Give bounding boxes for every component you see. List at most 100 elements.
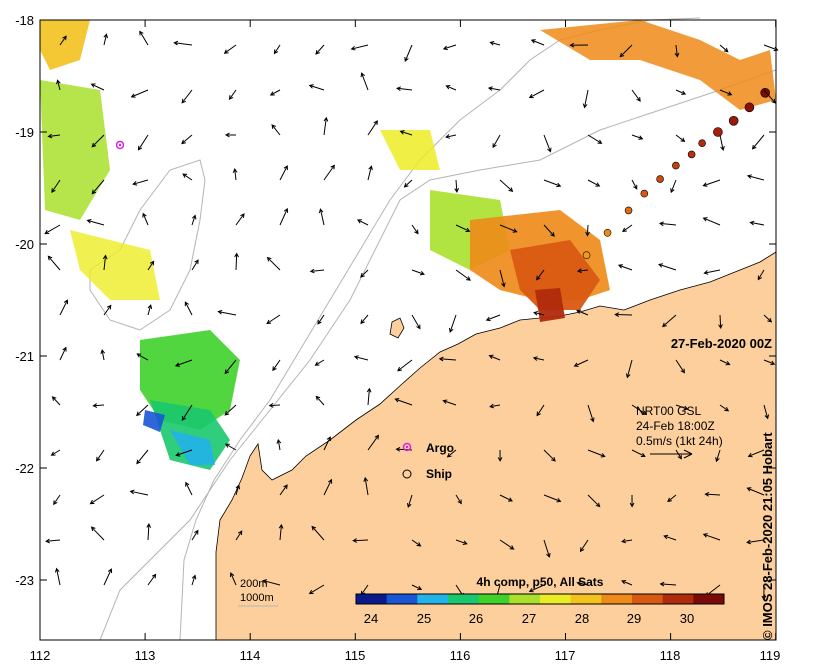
current-vector: [217, 309, 237, 316]
current-vector: [100, 349, 106, 361]
land-island: [389, 317, 405, 339]
current-vector: [448, 314, 457, 333]
current-vector: [173, 40, 193, 46]
current-vector: [47, 133, 61, 139]
ship-track-point: [672, 161, 680, 170]
current-vector: [360, 72, 369, 91]
current-vector: [404, 44, 413, 62]
current-vector: [587, 404, 595, 423]
current-vector: [631, 179, 638, 190]
current-vector: [185, 481, 193, 496]
scale-arrow-head: [683, 449, 693, 459]
y-tick-label: -18: [15, 13, 34, 28]
current-vector: [103, 33, 109, 46]
current-vector: [315, 395, 325, 406]
colorbar-tick: 25: [417, 611, 431, 626]
current-vector: [103, 304, 112, 316]
current-vector: [445, 85, 457, 91]
current-vector: [224, 132, 237, 138]
current-vector: [278, 523, 284, 541]
current-vector: [438, 356, 457, 362]
current-vector: [403, 179, 413, 188]
current-vector: [499, 269, 506, 288]
current-vector: [271, 124, 281, 136]
current-vector: [367, 120, 378, 136]
colorbar-swatch: [540, 594, 572, 604]
sst-patches: [40, 20, 776, 470]
current-vector: [719, 44, 729, 53]
current-vector: [56, 79, 61, 91]
current-vector: [146, 523, 152, 541]
current-vector: [675, 404, 689, 411]
current-vector: [719, 134, 725, 151]
current-vector: [411, 584, 423, 591]
current-vector: [536, 404, 545, 417]
current-vector: [576, 309, 589, 316]
current-vector: [224, 359, 237, 375]
ship-track-point: [687, 150, 696, 159]
current-vector: [629, 494, 635, 508]
ship-track-point: [713, 127, 723, 137]
current-vector: [455, 269, 471, 281]
current-vector: [543, 494, 562, 503]
current-vector: [147, 304, 153, 316]
current-vector: [223, 44, 237, 54]
current-vector: [485, 314, 501, 322]
current-vector: [763, 314, 773, 323]
current-vector: [279, 165, 288, 181]
current-vector: [631, 134, 644, 140]
current-vector: [59, 346, 67, 361]
current-vector: [489, 403, 501, 409]
current-vector: [702, 217, 721, 226]
current-vector: [455, 539, 468, 545]
isobath-legend: 200m 1000m: [238, 578, 278, 607]
legend-ship-marker: [402, 469, 412, 479]
current-vector: [702, 533, 721, 541]
x-tick-label: 117: [555, 648, 576, 663]
current-vector: [272, 359, 281, 372]
current-vector: [367, 165, 373, 181]
current-vector: [89, 494, 105, 505]
current-vector: [662, 314, 677, 328]
y-tick-labels: -18 -19 -20 -21 -22 -23: [15, 13, 34, 588]
current-vector: [262, 579, 281, 586]
x-tick-label: 112: [30, 648, 51, 663]
current-vector: [445, 134, 457, 139]
colorbar-tick: 30: [680, 611, 694, 626]
current-vector: [747, 449, 765, 458]
current-vector: [86, 218, 105, 226]
current-vector: [719, 404, 730, 412]
current-vector: [411, 224, 419, 235]
current-vector: [674, 44, 680, 58]
colorbar-swatch: [478, 594, 510, 604]
current-vector: [91, 179, 105, 195]
current-vector: [579, 539, 589, 553]
current-vector: [719, 89, 733, 96]
current-vector: [232, 168, 238, 181]
current-vector: [323, 164, 335, 181]
current-vector: [631, 89, 641, 102]
x-tick-label: 114: [240, 648, 261, 663]
current-vector: [191, 574, 197, 586]
ship-track-point: [698, 139, 706, 147]
current-vector: [703, 269, 721, 275]
current-vector: [543, 134, 552, 153]
current-vector: [184, 301, 193, 316]
current-vector: [132, 179, 149, 186]
colorbar-swatch: [356, 594, 388, 604]
current-vector: [667, 494, 677, 503]
current-vector: [763, 359, 776, 366]
current-vector: [308, 584, 325, 595]
current-vector: [59, 299, 69, 316]
current-note-line1: NRT00 GSL: [636, 404, 701, 418]
current-vector: [543, 449, 556, 462]
current-vector: [499, 539, 515, 550]
colorbar-tick: 28: [575, 611, 589, 626]
copyright-credit: © IMOS 28-Feb-2020 21:05 Hobart: [760, 432, 775, 640]
current-vector: [90, 83, 105, 91]
current-vector: [631, 404, 648, 415]
y-tick-label: -20: [15, 237, 34, 252]
current-vector: [130, 89, 149, 98]
current-vector: [543, 179, 562, 188]
